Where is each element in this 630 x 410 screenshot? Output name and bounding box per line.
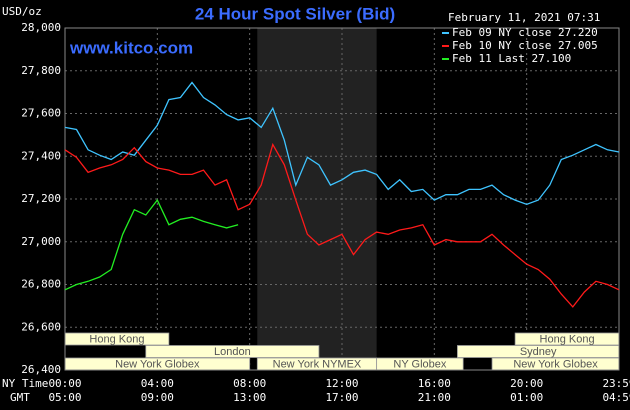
timestamp: February 11, 2021 07:31 — [448, 11, 600, 24]
gmt-tick-label: 04:59 — [602, 391, 630, 404]
gmt-tick-label: 05:00 — [48, 391, 81, 404]
y-tick-label: 26,600 — [21, 320, 61, 333]
session-label: Sydney — [520, 346, 557, 358]
session-label: New York NYMEX — [273, 358, 362, 370]
session-label: NY Globex — [393, 358, 446, 370]
ny-time-label: NY Time — [2, 377, 48, 390]
gmt-label: GMT — [10, 391, 30, 404]
gmt-tick-label: 13:00 — [233, 391, 266, 404]
y-tick-label: 27,800 — [21, 64, 61, 77]
plot-frame — [64, 27, 620, 371]
gmt-tick-label: 17:00 — [325, 391, 358, 404]
y-tick-label: 27,400 — [21, 149, 61, 162]
session-label: New York Globex — [513, 358, 598, 370]
session-label: London — [214, 346, 251, 358]
series-line — [64, 142, 620, 308]
legend-label: Feb 09 NY close 27.220 — [452, 26, 598, 39]
session-label: Hong Kong — [89, 333, 144, 345]
y-tick-label: 27,200 — [21, 192, 61, 205]
series-line — [64, 198, 239, 291]
y-tick-label: 26,800 — [21, 278, 61, 291]
x-tick-label: 16:00 — [418, 377, 451, 390]
y-tick-label: 27,000 — [21, 235, 61, 248]
series-line — [64, 81, 620, 205]
y-tick-label: 26,400 — [21, 363, 61, 376]
x-tick-label: 04:00 — [141, 377, 174, 390]
session-label: Hong Kong — [540, 333, 595, 345]
gmt-tick-label: 09:00 — [141, 391, 174, 404]
y-tick-label: 27,600 — [21, 107, 61, 120]
x-tick-label: 08:00 — [233, 377, 266, 390]
legend-label: Feb 11 Last 27.100 — [452, 52, 571, 65]
gmt-tick-label: 01:00 — [510, 391, 543, 404]
x-tick-label: 23:59 — [602, 377, 630, 390]
x-tick-label: 12:00 — [325, 377, 358, 390]
session-label: New York Globex — [115, 358, 200, 370]
legend-label: Feb 10 NY close 27.005 — [452, 39, 598, 52]
x-tick-label: 00:00 — [48, 377, 81, 390]
y-tick-label: 28,000 — [21, 21, 61, 34]
gmt-tick-label: 21:00 — [418, 391, 451, 404]
y-unit: USD/oz — [2, 5, 42, 18]
watermark: www.kitco.com — [69, 38, 193, 57]
session-bar — [145, 345, 320, 358]
x-tick-label: 20:00 — [510, 377, 543, 390]
chart-title: 24 Hour Spot Silver (Bid) — [195, 4, 395, 23]
